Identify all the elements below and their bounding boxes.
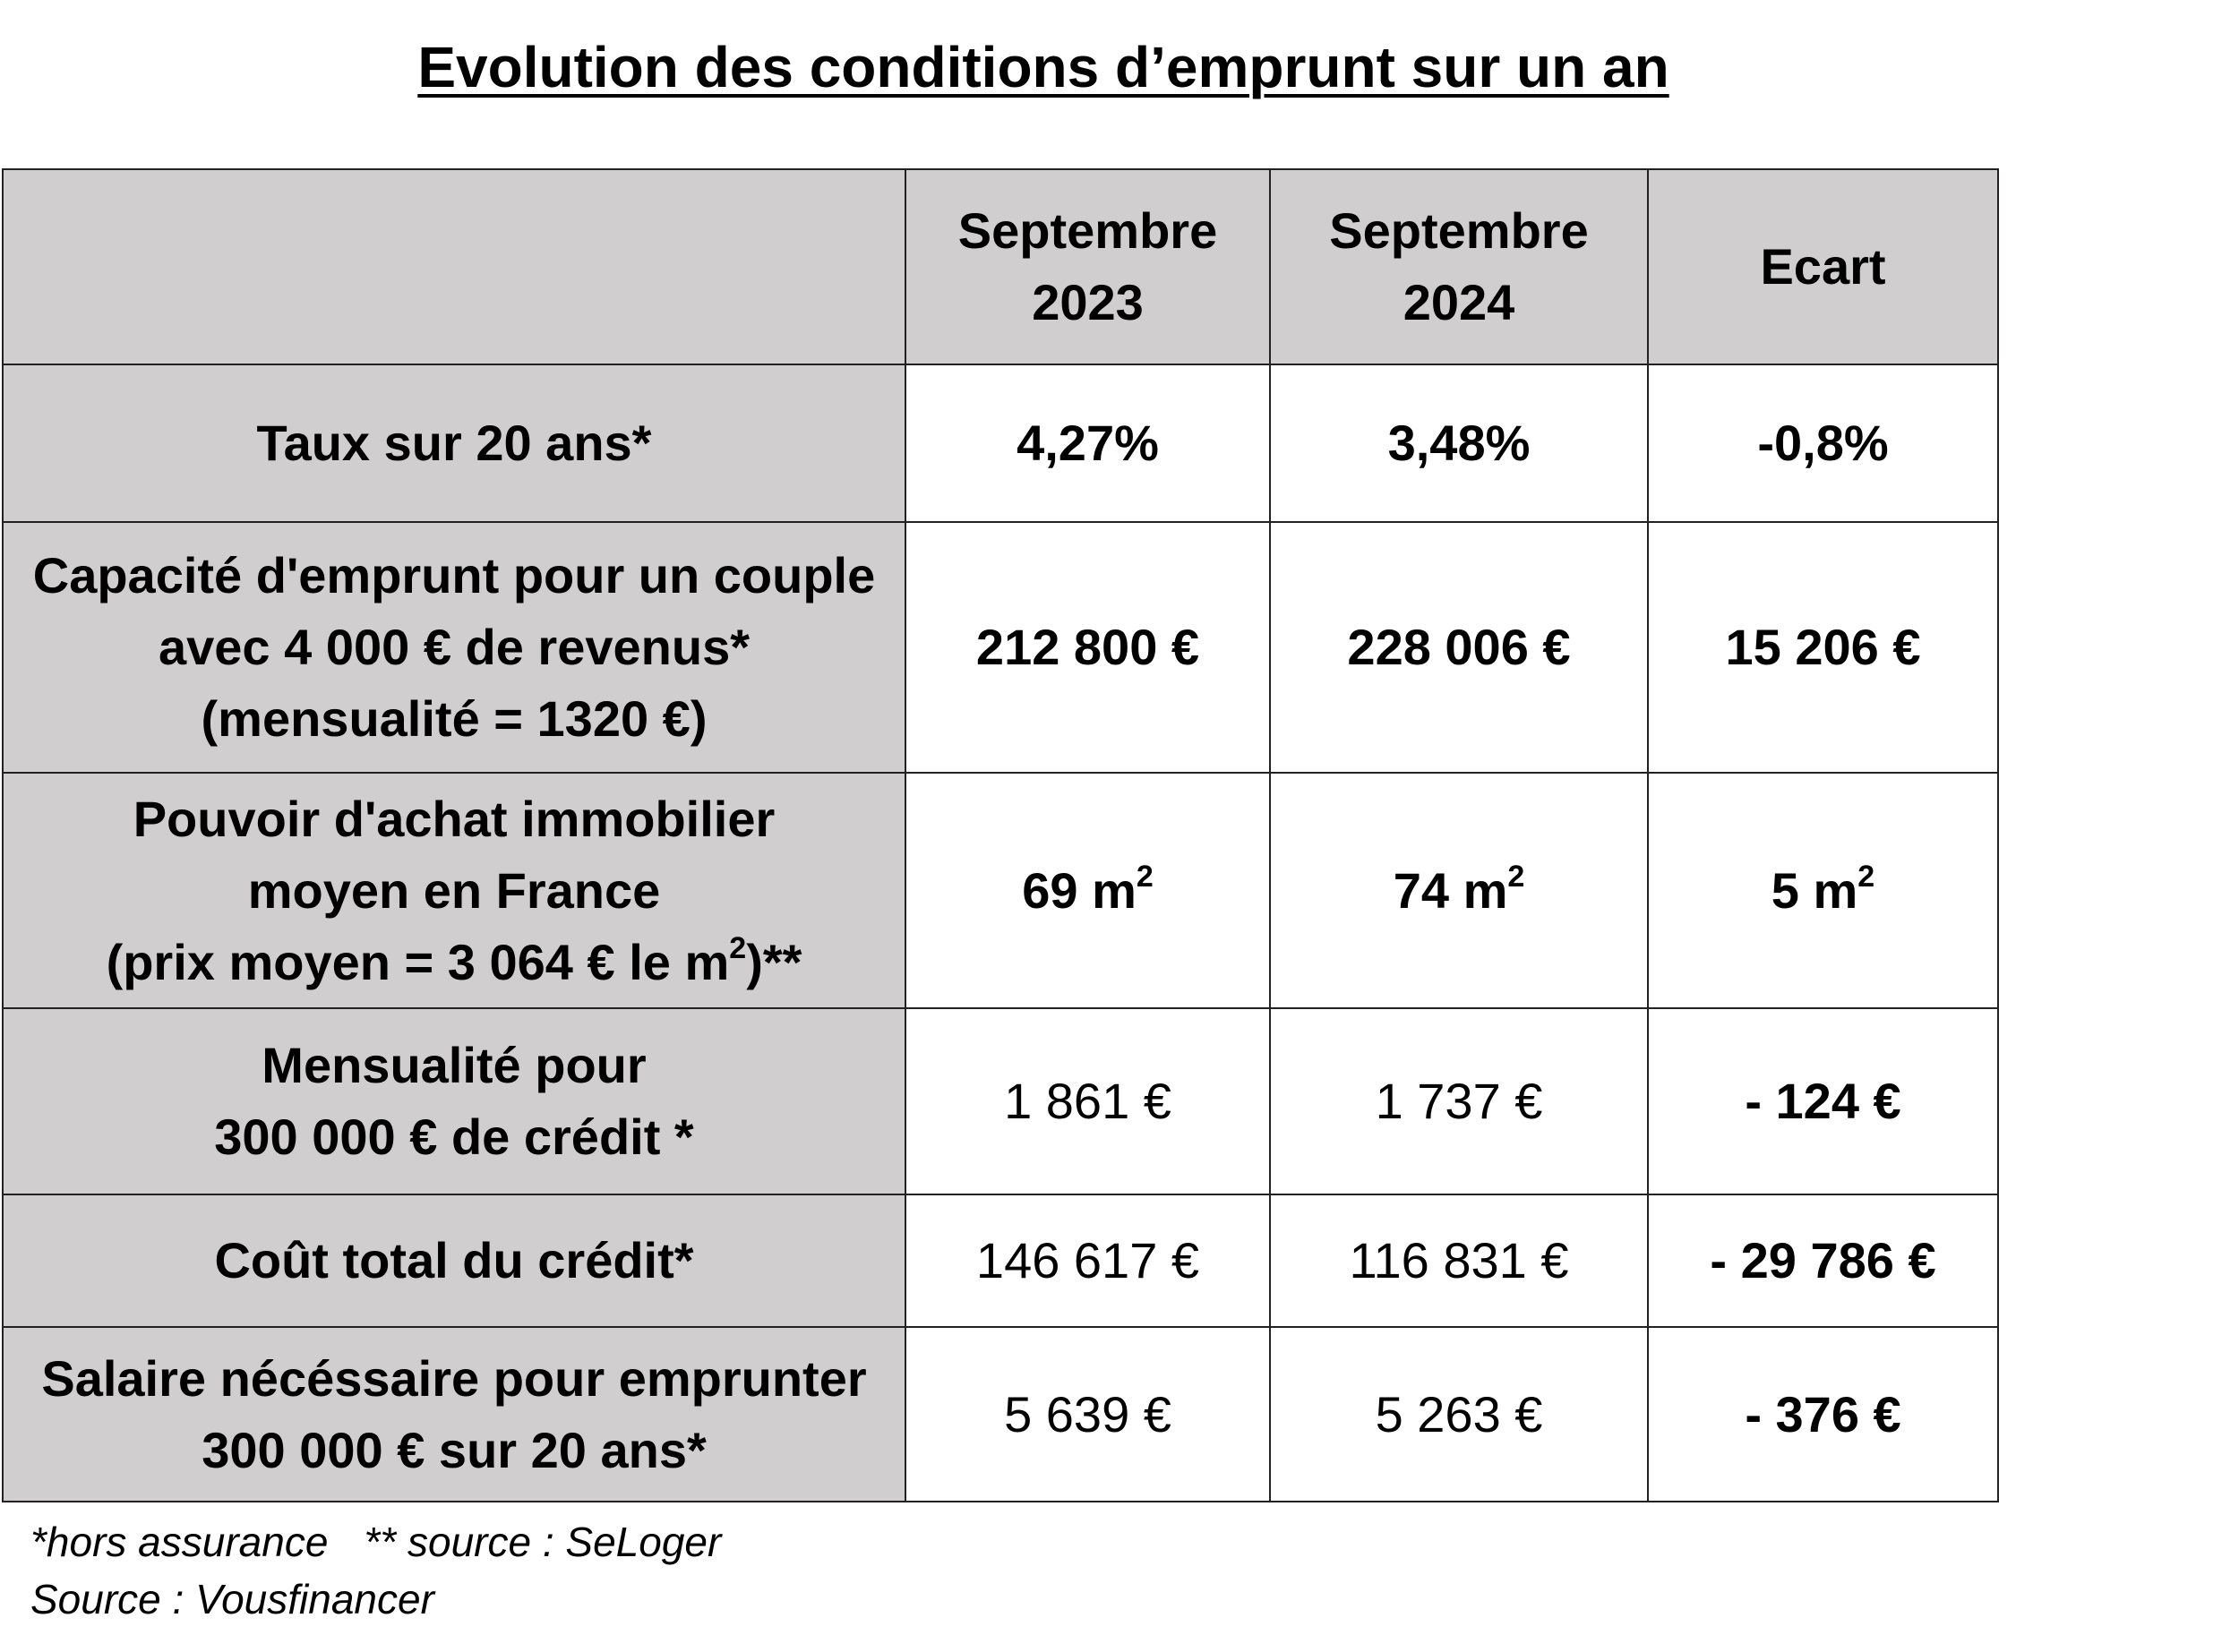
table-row-cout-total: Coût total du crédit* 146 617 € 116 831 … <box>2 1194 1999 1328</box>
header-sept-2023: Septembre 2023 <box>905 168 1271 365</box>
comparison-table: Septembre 2023 Septembre 2024 Ecart Taux… <box>2 168 1999 1502</box>
page-title: Evolution des conditions d’emprunt sur u… <box>417 35 1669 99</box>
footnotes: *hors assurance ** source : SeLoger Sourc… <box>30 1513 721 1628</box>
row-label-capacite: Capacité d'emprunt pour un couple avec 4… <box>2 521 906 774</box>
table-row-mensualite: Mensualité pour 300 000 € de crédit * 1 … <box>2 1007 1999 1195</box>
value-2024-mensualite: 1 737 € <box>1269 1007 1649 1195</box>
value-2023-pouvoir-achat: 69 m2 <box>905 772 1271 1009</box>
table-row-taux: Taux sur 20 ans* 4,27% 3,48% -0,8% <box>2 364 1999 523</box>
value-2024-taux: 3,48% <box>1269 364 1649 523</box>
value-2023-salaire: 5 639 € <box>905 1326 1271 1502</box>
value-2023-capacite: 212 800 € <box>905 521 1271 774</box>
footnote-seloger: ** source : SeLoger <box>364 1519 722 1565</box>
value-2023-taux: 4,27% <box>905 364 1271 523</box>
value-ecart-salaire: - 376 € <box>1647 1326 1999 1502</box>
table-row-pouvoir-achat: Pouvoir d'achat immobilier moyen en Fran… <box>2 772 1999 1009</box>
value-ecart-capacite: 15 206 € <box>1647 521 1999 774</box>
row-label-mensualite: Mensualité pour 300 000 € de crédit * <box>2 1007 906 1195</box>
row-label-cout-total: Coût total du crédit* <box>2 1194 906 1328</box>
value-2023-cout-total: 146 617 € <box>905 1194 1271 1328</box>
value-ecart-cout-total: - 29 786 € <box>1647 1194 1999 1328</box>
header-sept-2024: Septembre 2024 <box>1269 168 1649 365</box>
value-ecart-taux: -0,8% <box>1647 364 1999 523</box>
table-header-row: Septembre 2023 Septembre 2024 Ecart <box>2 168 1999 365</box>
header-ecart: Ecart <box>1647 168 1999 365</box>
row-label-pouvoir-achat: Pouvoir d'achat immobilier moyen en Fran… <box>2 772 906 1009</box>
row-label-salaire: Salaire nécéssaire pour emprunter 300 00… <box>2 1326 906 1502</box>
value-2024-salaire: 5 263 € <box>1269 1326 1649 1502</box>
footnote-source: Source : Vousfinancer <box>30 1576 434 1622</box>
value-ecart-mensualite: - 124 € <box>1647 1007 1999 1195</box>
value-2024-capacite: 228 006 € <box>1269 521 1649 774</box>
value-2024-pouvoir-achat: 74 m2 <box>1269 772 1649 1009</box>
value-2023-mensualite: 1 861 € <box>905 1007 1271 1195</box>
header-empty-cell <box>2 168 906 365</box>
table-row-capacite: Capacité d'emprunt pour un couple avec 4… <box>2 521 1999 774</box>
value-ecart-pouvoir-achat: 5 m2 <box>1647 772 1999 1009</box>
footnote-insurance: *hors assurance <box>30 1519 329 1565</box>
row-label-taux: Taux sur 20 ans* <box>2 364 906 523</box>
table-row-salaire: Salaire nécéssaire pour emprunter 300 00… <box>2 1326 1999 1502</box>
value-2024-cout-total: 116 831 € <box>1269 1194 1649 1328</box>
